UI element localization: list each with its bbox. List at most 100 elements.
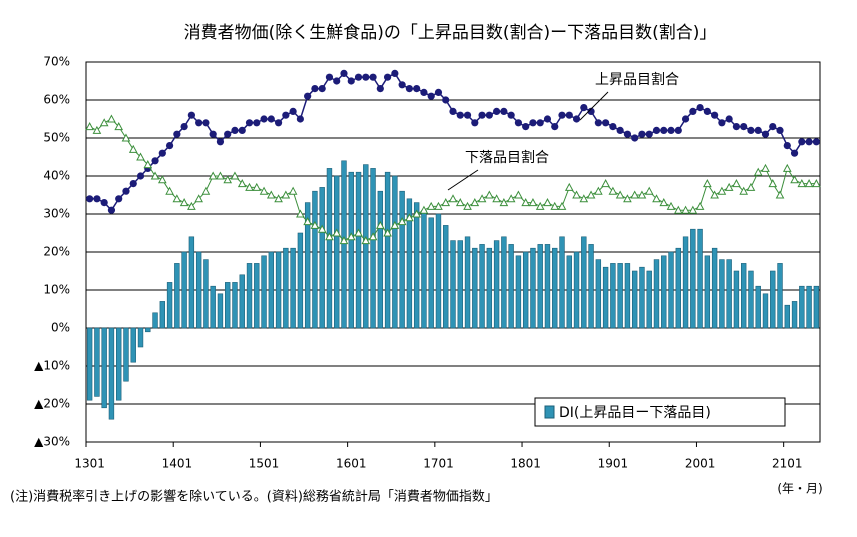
marker xyxy=(579,194,589,203)
marker xyxy=(194,194,203,203)
marker xyxy=(485,111,493,119)
bar xyxy=(530,247,536,329)
marker xyxy=(413,85,421,93)
marker xyxy=(601,179,610,188)
marker xyxy=(805,138,813,146)
bar xyxy=(501,236,507,329)
marker xyxy=(798,138,806,146)
marker xyxy=(398,81,406,89)
x-tick-label: 1701 xyxy=(423,457,454,471)
bar xyxy=(152,312,158,329)
marker xyxy=(782,163,792,172)
marker xyxy=(528,198,538,207)
bar xyxy=(217,293,224,329)
bar xyxy=(377,190,384,329)
marker xyxy=(477,194,487,203)
bar xyxy=(755,285,761,329)
bar xyxy=(806,285,812,329)
marker xyxy=(660,126,668,134)
marker xyxy=(470,198,480,207)
marker xyxy=(529,119,537,127)
marker xyxy=(761,130,770,138)
marker xyxy=(644,186,654,195)
marker xyxy=(303,217,312,226)
marker xyxy=(434,201,443,210)
marker xyxy=(274,194,283,203)
marker xyxy=(179,198,189,207)
marker xyxy=(695,201,705,210)
marker xyxy=(150,171,160,180)
label-arrow xyxy=(447,169,479,191)
marker xyxy=(594,119,602,127)
marker xyxy=(333,77,341,85)
marker xyxy=(507,111,515,119)
marker xyxy=(231,126,239,134)
marker xyxy=(289,107,297,115)
marker xyxy=(724,182,734,191)
marker xyxy=(609,123,617,131)
bar xyxy=(493,240,500,329)
marker xyxy=(776,126,784,134)
x-tick-label: 1301 xyxy=(74,457,105,471)
marker xyxy=(659,198,669,207)
bar xyxy=(711,247,718,329)
x-tick-label: 1501 xyxy=(249,457,280,471)
marker xyxy=(681,205,690,214)
marker xyxy=(580,104,588,112)
marker xyxy=(500,107,508,115)
marker xyxy=(115,195,123,203)
bar xyxy=(181,251,187,329)
marker xyxy=(666,201,676,210)
bar xyxy=(791,301,798,329)
marker xyxy=(739,186,749,195)
marker xyxy=(492,194,501,203)
marker xyxy=(790,175,799,184)
bar xyxy=(239,274,245,329)
marker xyxy=(383,73,392,81)
bar xyxy=(719,259,725,329)
bar xyxy=(326,168,333,329)
marker xyxy=(717,186,727,195)
bar xyxy=(464,236,471,329)
marker xyxy=(732,123,741,131)
bar xyxy=(435,213,442,329)
bar xyxy=(355,171,362,329)
bar xyxy=(159,301,166,329)
marker xyxy=(673,205,683,214)
bar xyxy=(123,327,129,382)
bar xyxy=(406,198,413,329)
marker xyxy=(201,186,211,195)
bar xyxy=(348,171,354,329)
marker xyxy=(442,96,450,104)
marker xyxy=(412,209,422,218)
bar xyxy=(508,244,514,329)
bar xyxy=(450,240,456,329)
bar xyxy=(515,255,522,329)
marker xyxy=(391,69,399,77)
marker xyxy=(645,130,653,138)
marker xyxy=(361,236,371,245)
marker xyxy=(616,126,624,134)
bar xyxy=(668,251,674,329)
bar xyxy=(312,190,318,329)
x-tick-label: 1601 xyxy=(336,457,367,471)
bar xyxy=(581,236,587,329)
marker xyxy=(114,122,124,131)
marker xyxy=(652,126,661,134)
bar xyxy=(799,285,805,329)
marker xyxy=(681,115,690,123)
marker xyxy=(317,224,327,233)
bar xyxy=(624,263,631,329)
marker xyxy=(224,130,232,138)
y-tick-label: ▲30% xyxy=(34,435,70,449)
marker xyxy=(572,190,581,199)
marker xyxy=(136,172,145,180)
bar xyxy=(392,175,398,329)
bar xyxy=(748,270,754,329)
marker xyxy=(260,115,268,123)
marker xyxy=(195,119,203,127)
marker xyxy=(551,123,559,131)
y-tick-label: ▲20% xyxy=(34,397,70,411)
bar xyxy=(370,168,376,329)
bar xyxy=(363,164,369,329)
